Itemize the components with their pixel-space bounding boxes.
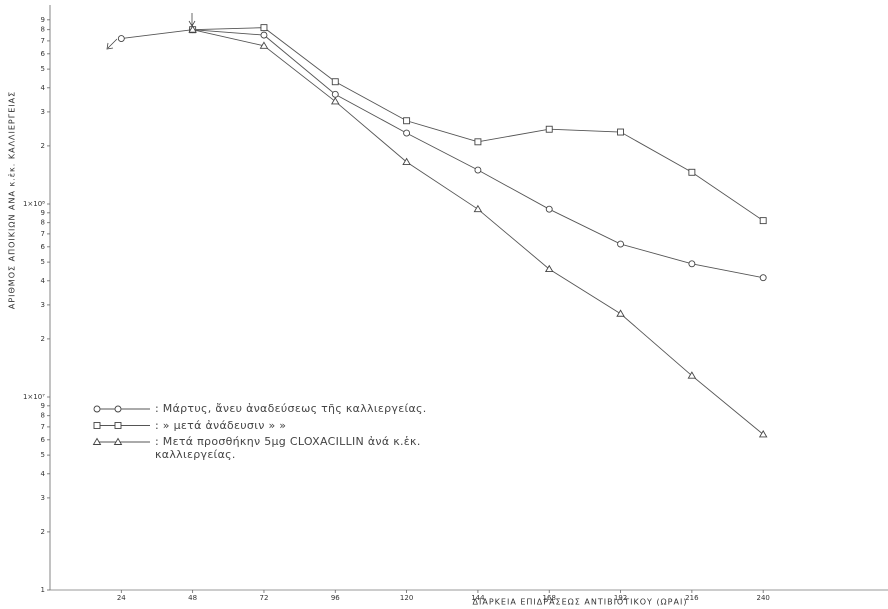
y-tick-label: 4 <box>41 277 46 285</box>
data-point <box>403 129 411 137</box>
y-tick-label: 2 <box>41 142 45 150</box>
y-tick-label: 4 <box>41 470 46 478</box>
series-line <box>121 29 764 279</box>
data-point <box>545 205 553 213</box>
legend-label: : Μετά προσθήκην 5μg CLOXACILLIN ἀνά κ.ἑ… <box>155 435 421 461</box>
y-tick-label: 3 <box>41 108 45 116</box>
y-tick-label: 8 <box>41 219 45 227</box>
y-tick-label: 6 <box>41 50 46 58</box>
legend-marker <box>92 437 102 445</box>
data-point <box>688 260 696 268</box>
x-axis-label: ΔΙΑΡΚΕΙΑ ΕΠΙΔΡΑΣΕΩΣ ΑΝΤΙΒΙΟΤΙΚΟΥ (ΩΡΑΙ) <box>473 598 688 607</box>
x-tick-label: 216 <box>685 594 699 602</box>
legend-label: : Μάρτυς, ἄνευ ἀναδεύσεως τῆς καλλιεργεί… <box>155 402 427 415</box>
x-tick-label: 120 <box>400 594 413 602</box>
y-tick-label: 6 <box>41 243 46 251</box>
y-tick-label: 7 <box>41 423 45 431</box>
y-tick-label: 4 <box>41 84 46 92</box>
data-point <box>474 166 482 174</box>
data-point <box>474 138 482 146</box>
y-tick-label: 2 <box>41 335 45 343</box>
legend-marker <box>93 422 101 429</box>
x-tick-label: 240 <box>757 594 770 602</box>
y-axis-label: ΑΡΙΘΜΟΣ ΑΠΟΙΚΙΩΝ ΑΝΑ κ.ἑκ. ΚΑΛΛΙΕΡΓΕΙΑΣ <box>8 91 17 309</box>
x-tick-label: 48 <box>188 594 197 602</box>
data-point <box>617 128 625 136</box>
y-tick-label: 7 <box>41 230 45 238</box>
data-point <box>617 240 625 248</box>
data-point <box>259 41 269 49</box>
y-tick-label: 5 <box>41 258 45 266</box>
data-point <box>759 274 767 282</box>
x-tick-label: 144 <box>471 594 485 602</box>
data-point <box>117 35 125 42</box>
arrow <box>106 38 118 50</box>
data-point <box>188 25 197 33</box>
series-line <box>192 29 764 435</box>
y-tick-label: 2 <box>41 528 45 536</box>
y-tick-label: 9 <box>41 16 45 24</box>
y-tick-label: 5 <box>41 451 45 459</box>
data-point <box>473 204 483 213</box>
data-point <box>260 31 268 39</box>
legend-label: : » μετά ἀνάδευσιν » » <box>155 418 287 432</box>
y-tick-label: 1×10⁸ <box>23 200 45 208</box>
legend-marker <box>93 405 101 413</box>
y-tick-label: 7 <box>41 37 45 45</box>
data-point <box>331 90 339 98</box>
data-point <box>545 125 553 133</box>
legend-marker <box>114 422 122 429</box>
legend-marker <box>113 437 123 445</box>
y-tick-label: 1 <box>41 586 45 594</box>
y-tick-label: 8 <box>41 26 45 34</box>
x-tick-label: 72 <box>259 594 268 602</box>
y-tick-label: 3 <box>41 301 45 309</box>
y-tick-label: 1×10⁷ <box>23 393 45 401</box>
data-point <box>403 117 411 125</box>
x-tick-label: 168 <box>543 594 556 602</box>
y-tick-label: 3 <box>41 494 45 502</box>
y-tick-label: 5 <box>41 65 45 73</box>
y-tick-label: 6 <box>41 436 46 444</box>
data-point <box>759 217 767 225</box>
x-tick-label: 24 <box>117 594 126 602</box>
arrow <box>188 13 196 27</box>
x-tick-label: 96 <box>331 594 340 602</box>
data-point <box>758 430 768 438</box>
legend-marker <box>114 405 122 413</box>
data-point <box>616 309 625 317</box>
data-point <box>260 24 268 32</box>
y-tick-label: 9 <box>41 402 45 410</box>
data-point <box>688 168 696 176</box>
data-point <box>331 78 339 86</box>
data-point <box>330 97 340 105</box>
data-point <box>544 264 554 273</box>
data-point <box>687 371 697 379</box>
y-tick-label: 8 <box>41 412 45 420</box>
data-point <box>402 157 411 165</box>
x-tick-label: 192 <box>614 594 627 602</box>
y-tick-label: 9 <box>41 209 45 217</box>
